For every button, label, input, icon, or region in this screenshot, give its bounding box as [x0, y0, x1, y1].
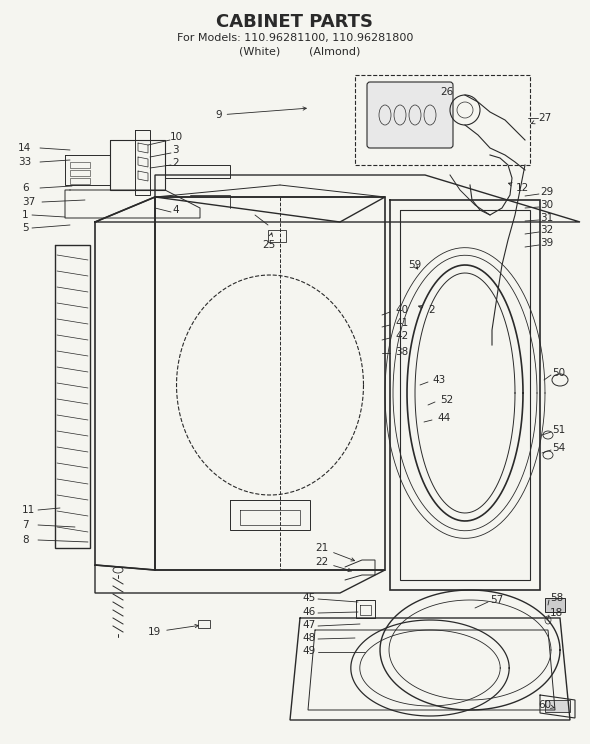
Text: 3: 3	[172, 145, 179, 155]
Text: 45: 45	[302, 593, 315, 603]
Text: 26: 26	[440, 87, 453, 97]
Text: CABINET PARTS: CABINET PARTS	[217, 13, 373, 31]
Text: 42: 42	[395, 331, 408, 341]
Text: 58: 58	[550, 593, 563, 603]
Text: 40: 40	[395, 305, 408, 315]
Text: 29: 29	[540, 187, 553, 197]
Text: 25: 25	[262, 233, 276, 250]
Text: 54: 54	[552, 443, 565, 453]
Text: 10: 10	[170, 132, 183, 142]
Text: 59: 59	[408, 260, 421, 270]
Text: 33: 33	[18, 157, 31, 167]
Text: 43: 43	[432, 375, 445, 385]
Text: 37: 37	[22, 197, 35, 207]
Text: 1: 1	[22, 210, 29, 220]
Text: 38: 38	[395, 347, 408, 357]
Text: 11: 11	[22, 505, 35, 515]
Bar	[70, 178, 90, 184]
Bar	[545, 700, 570, 712]
Text: 57: 57	[490, 595, 503, 605]
Text: (Almond): (Almond)	[309, 47, 360, 57]
Text: 7: 7	[22, 520, 29, 530]
Text: 60: 60	[538, 700, 554, 710]
Text: 14: 14	[18, 143, 31, 153]
Text: 2: 2	[418, 305, 435, 315]
Text: (White): (White)	[240, 47, 281, 57]
Text: 50: 50	[552, 368, 565, 378]
Text: 47: 47	[302, 620, 315, 630]
Text: 48: 48	[302, 633, 315, 643]
Text: 41: 41	[395, 318, 408, 328]
Bar	[198, 620, 210, 628]
Text: 4: 4	[172, 205, 179, 215]
Text: For Models: 110.96281100, 110.96281800: For Models: 110.96281100, 110.96281800	[177, 33, 413, 43]
Text: 12: 12	[509, 183, 529, 193]
Text: 30: 30	[540, 200, 553, 210]
Text: 6: 6	[22, 183, 29, 193]
Text: 9: 9	[215, 107, 306, 120]
Text: 49: 49	[302, 646, 315, 656]
Text: 8: 8	[22, 535, 29, 545]
Text: 18: 18	[550, 608, 563, 618]
Bar	[545, 598, 565, 612]
Text: 22: 22	[315, 557, 352, 571]
Text: 44: 44	[437, 413, 450, 423]
Text: 21: 21	[315, 543, 355, 561]
Text: 19: 19	[148, 624, 198, 637]
Bar	[70, 162, 90, 168]
Bar	[70, 170, 90, 176]
Text: 39: 39	[540, 238, 553, 248]
Text: 51: 51	[552, 425, 565, 435]
Text: 5: 5	[22, 223, 29, 233]
Text: 52: 52	[440, 395, 453, 405]
FancyBboxPatch shape	[367, 82, 453, 148]
Bar	[268, 230, 286, 242]
Text: 2: 2	[172, 158, 179, 168]
Text: 27: 27	[532, 113, 551, 124]
Text: 31: 31	[540, 213, 553, 223]
Text: 32: 32	[540, 225, 553, 235]
Text: 46: 46	[302, 607, 315, 617]
